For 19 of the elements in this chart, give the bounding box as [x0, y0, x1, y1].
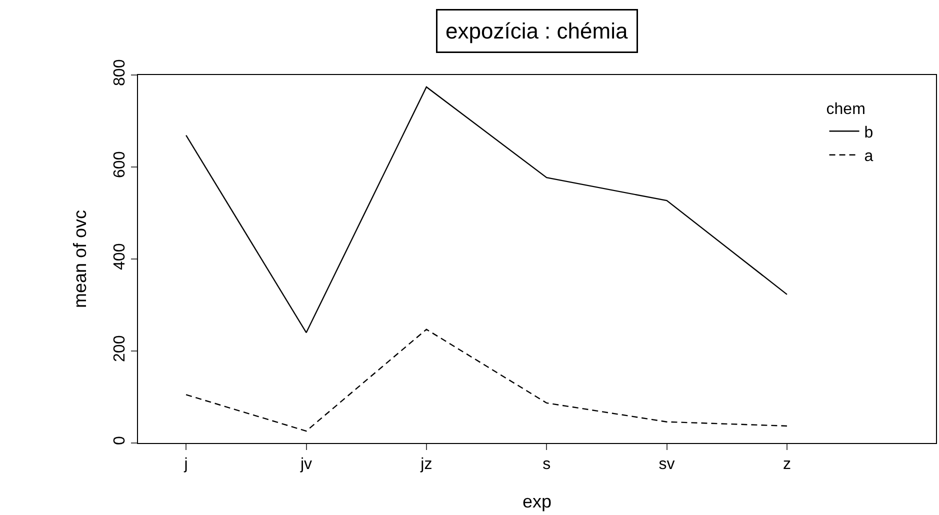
legend-label: b: [864, 124, 874, 142]
x-tick-label: jz: [420, 456, 432, 474]
y-tick-label: 800: [112, 59, 129, 86]
legend-label: a: [864, 148, 874, 166]
y-tick-label: 200: [112, 335, 129, 362]
x-tick-label: z: [782, 456, 791, 474]
y-tick-label: 0: [112, 436, 129, 446]
x-axis-title: exp: [522, 491, 552, 512]
legend-title: chem: [826, 101, 866, 118]
x-tick-label: s: [542, 456, 551, 474]
line-series: [185, 328, 788, 432]
x-tick-label: j: [183, 456, 188, 474]
x-tick-label: sv: [658, 456, 675, 474]
y-axis-title: mean of ovc: [70, 210, 90, 308]
x-tick-label: jv: [299, 456, 312, 474]
line-series: [185, 86, 788, 334]
y-tick-label: 400: [112, 243, 129, 270]
chart-title: expozícia : chémia: [446, 18, 628, 44]
y-tick-label: 600: [112, 151, 129, 178]
